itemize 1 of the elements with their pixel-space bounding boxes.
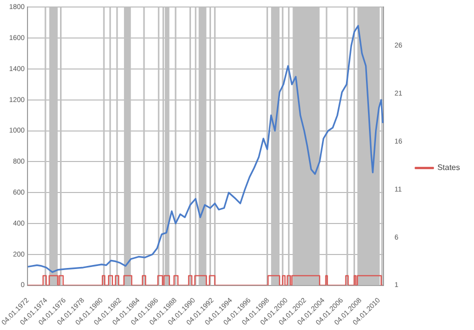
legend-label: States <box>437 163 460 172</box>
